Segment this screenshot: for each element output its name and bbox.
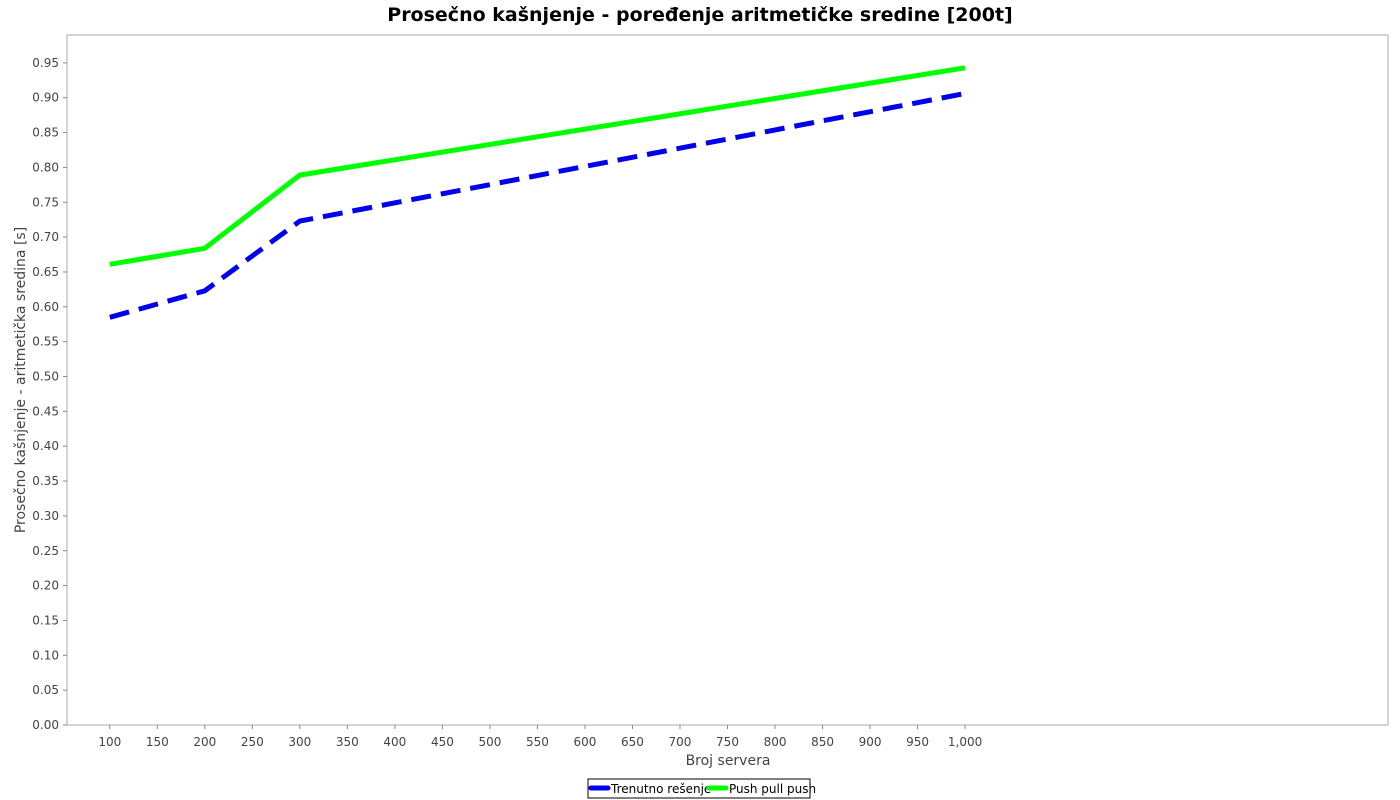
y-tick-label: 0.70 [32, 230, 59, 244]
series-line-push-pull-push [109, 65, 966, 267]
x-tick-label: 550 [526, 735, 549, 749]
y-tick-label: 0.20 [32, 579, 59, 593]
legend-box [587, 778, 811, 799]
x-tick-label: 900 [859, 735, 882, 749]
x-tick-label: 300 [288, 735, 311, 749]
y-tick-label: 0.30 [32, 509, 59, 523]
y-tick-label: 0.10 [32, 648, 59, 662]
plot-area [66, 34, 1389, 726]
x-tick-label: 400 [383, 735, 406, 749]
series-layer [109, 65, 966, 320]
x-tick-label: 600 [573, 735, 596, 749]
series-line-trenutno-rešenje [109, 91, 966, 320]
chart-title: Prosečno kašnjenje - poređenje aritmetič… [387, 4, 1012, 26]
y-tick-label: 0.55 [32, 335, 59, 349]
y-tick-label: 0.40 [32, 439, 59, 453]
y-tick-label: 0.00 [32, 718, 59, 732]
y-tick-label: 0.80 [32, 160, 59, 174]
y-tick-label: 0.85 [32, 126, 59, 140]
x-tick-label: 500 [478, 735, 501, 749]
x-tick-label: 200 [193, 735, 216, 749]
x-tick-label: 350 [336, 735, 359, 749]
y-tick-label: 0.95 [32, 56, 59, 70]
plot-area-border [66, 34, 1389, 726]
y-tick-label: 0.90 [32, 91, 59, 105]
legend-label: Push pull push [729, 782, 816, 796]
x-tick-label: 700 [669, 735, 692, 749]
x-tick-label: 950 [906, 735, 929, 749]
x-tick-label: 1,000 [948, 735, 982, 749]
x-tick-label: 800 [764, 735, 787, 749]
x-tick-label: 650 [621, 735, 644, 749]
y-axis: 0.00 0.05 0.10 0.15 0.20 0.25 0.30 0.35 0.40 0.45… [32, 56, 67, 732]
y-tick-label: 0.15 [32, 613, 59, 627]
x-tick-label: 150 [146, 735, 169, 749]
y-tick-label: 0.50 [32, 370, 59, 384]
x-tick-label: 750 [716, 735, 739, 749]
y-tick-label: 0.75 [32, 195, 59, 209]
y-tick-label: 0.25 [32, 544, 59, 558]
y-tick-label: 0.60 [32, 300, 59, 314]
legend-label: Trenutno rešenje [610, 782, 711, 796]
y-axis-title: Prosečno kašnjenje - aritmetička sredina… [13, 227, 29, 533]
x-axis-title: Broj servera [686, 753, 771, 769]
x-tick-label: 450 [431, 735, 454, 749]
y-tick-label: 0.65 [32, 265, 59, 279]
x-tick-label: 850 [811, 735, 834, 749]
y-tick-label: 0.35 [32, 474, 59, 488]
y-tick-label: 0.05 [32, 683, 59, 697]
x-tick-label: 100 [98, 735, 121, 749]
x-tick-label: 250 [241, 735, 264, 749]
y-tick-label: 0.45 [32, 404, 59, 418]
x-axis: 100 150 200 250 300 350 400 450 500 550 600 650 700 7… [98, 725, 982, 749]
legend: Trenutno rešenje Push pull push [587, 778, 816, 799]
